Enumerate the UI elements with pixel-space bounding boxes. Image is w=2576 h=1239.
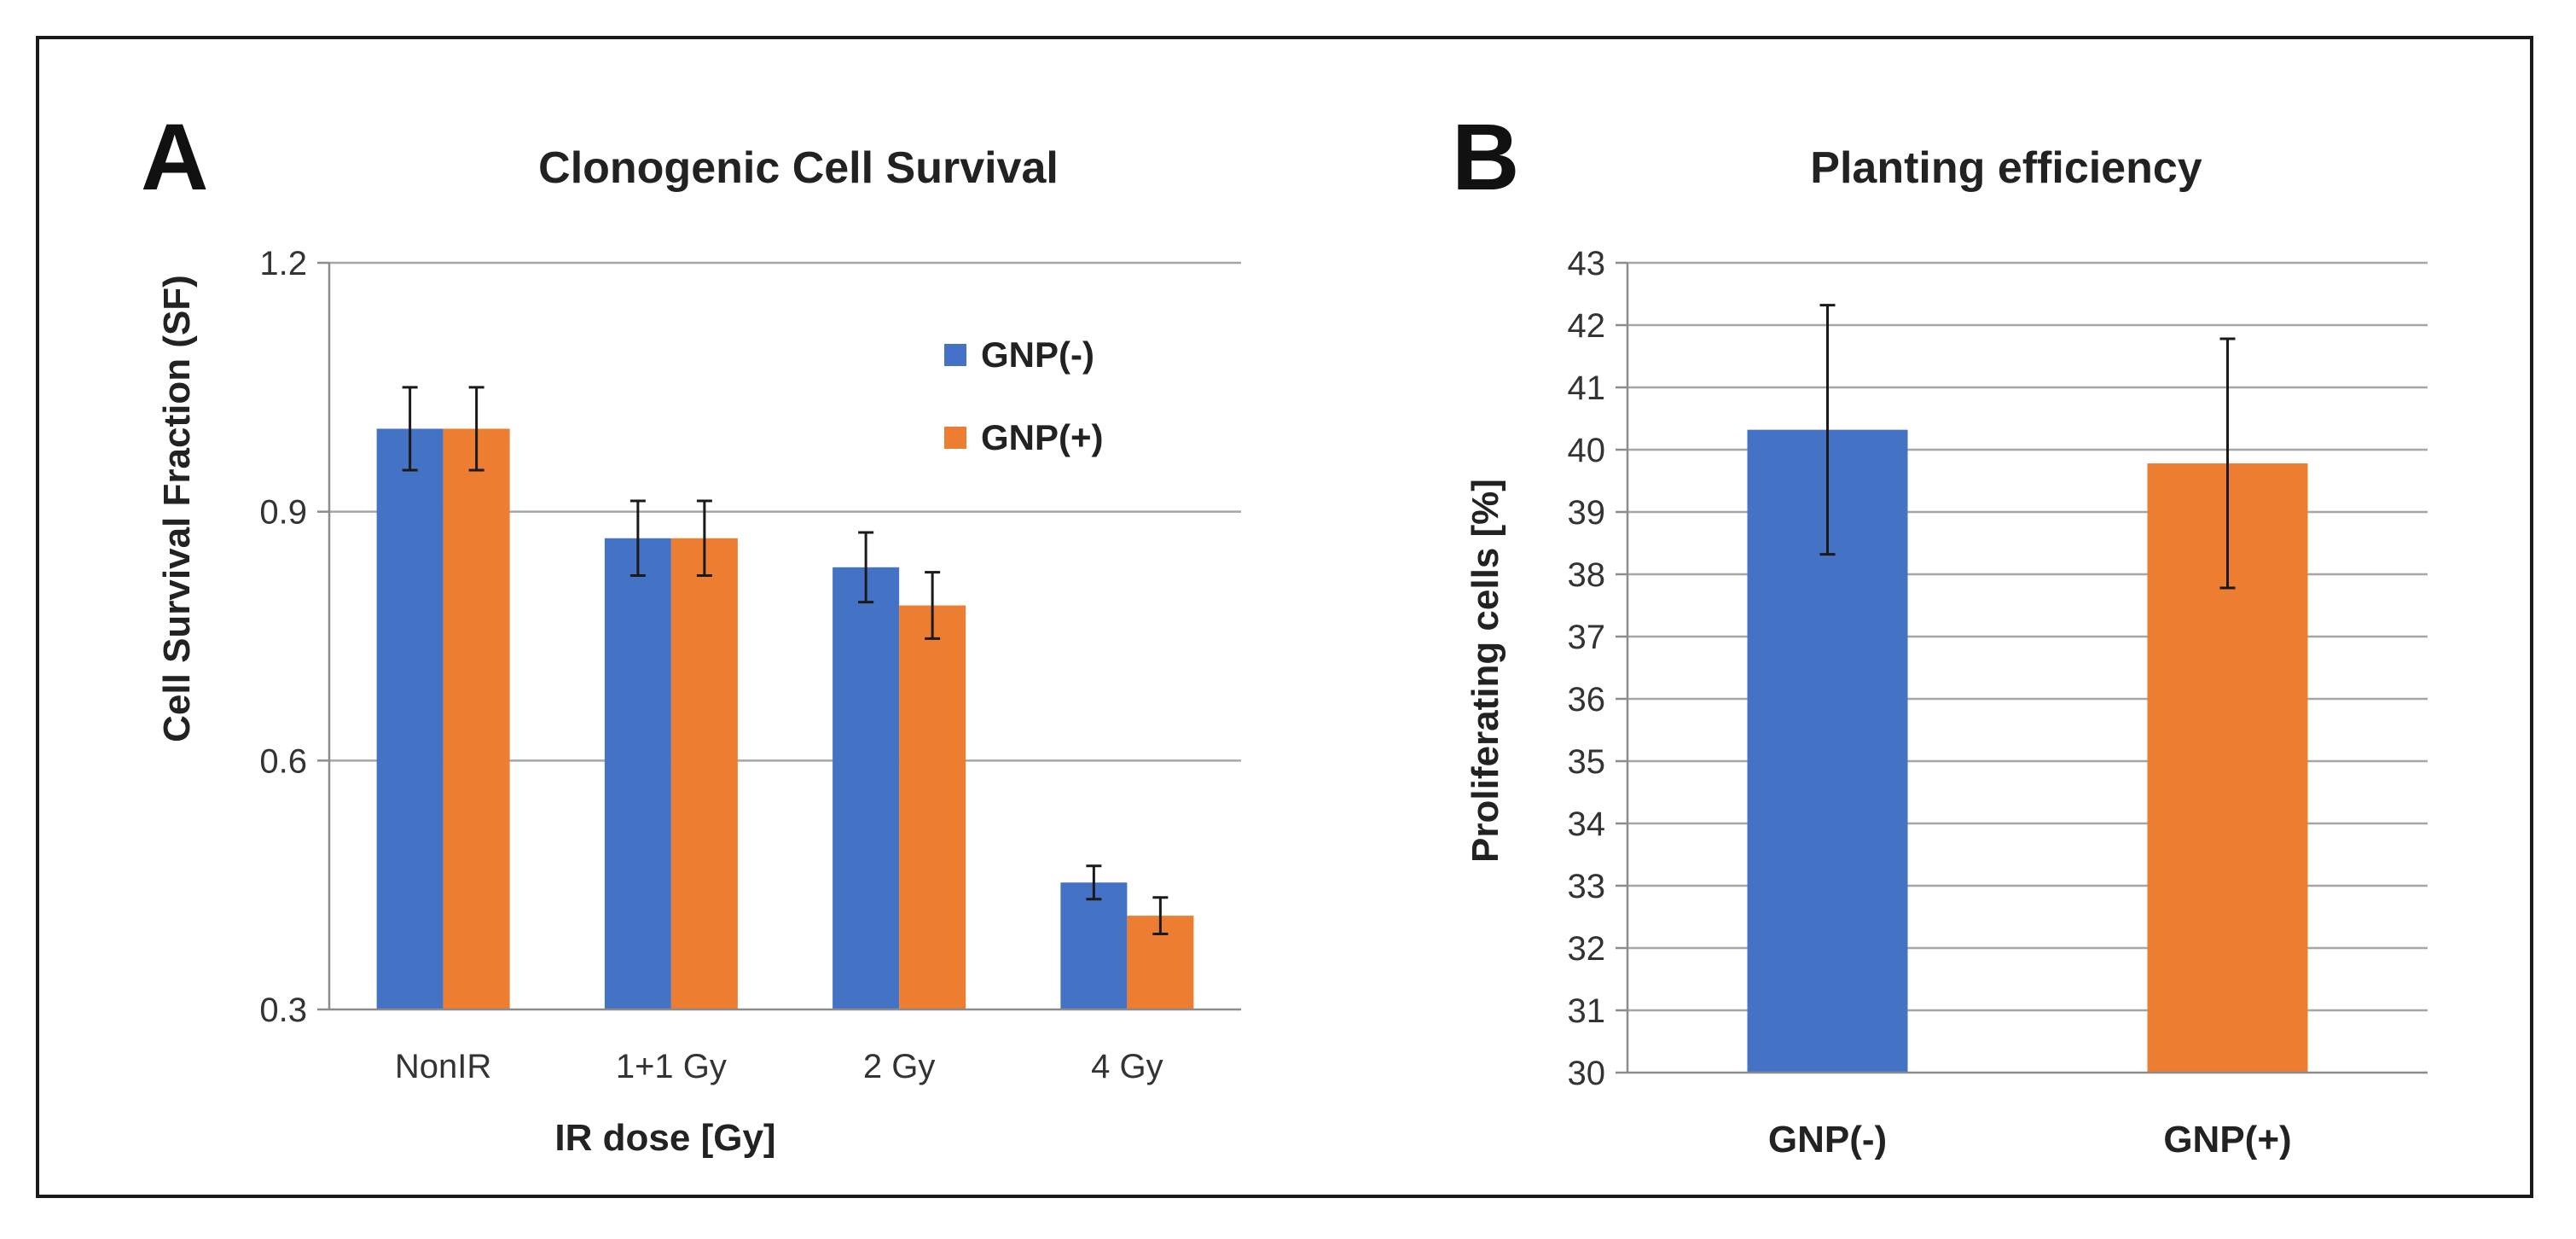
chart-a-y-tick-label: 1.2 — [259, 245, 307, 282]
chart-a-x-tick-label: NonIR — [395, 1048, 491, 1085]
legend-label-gnp-plus: GNP(+) — [981, 417, 1104, 457]
chart-b-y-tick-label: 40 — [1568, 432, 1606, 469]
chart-a-y-tick-label: 0.3 — [259, 992, 307, 1029]
error-bar-1plus1-gy-gnp-plus — [696, 499, 712, 578]
bar-2-gy-gnp-plus — [899, 605, 966, 1009]
chart-b-x-categories: GNP(-) GNP(+) — [1768, 1119, 2292, 1160]
chart-a-y-ticks: 0.3 0.6 0.9 1.2 — [259, 245, 329, 1029]
chart-b-y-tick-label: 36 — [1568, 681, 1606, 718]
chart-a-x-tick-label: 4 Gy — [1091, 1048, 1163, 1085]
legend-label-gnp-minus: GNP(-) — [981, 334, 1094, 375]
chart-a-title: Clonogenic Cell Survival — [538, 143, 1059, 193]
error-bar-gnp-plus — [2219, 337, 2236, 590]
chart-b-y-tick-label: 41 — [1568, 369, 1606, 407]
panel-b-letter: B — [1452, 105, 1519, 210]
legend-swatch-gnp-minus — [944, 344, 966, 366]
chart-b-y-tick-label: 35 — [1568, 743, 1606, 781]
chart-a-x-tick-label: 2 Gy — [863, 1048, 935, 1085]
chart-b-title: Planting efficiency — [1810, 143, 2202, 193]
chart-b-y-tick-label: 43 — [1568, 245, 1606, 282]
chart-b-y-tick-label: 32 — [1568, 930, 1606, 968]
chart-panel-b: B Planting efficiency 30 31 32 33 34 35 36 37 38… — [1452, 105, 2428, 1160]
chart-b-y-tick-label: 33 — [1568, 868, 1606, 905]
bar-nonir-gnp-plus — [443, 428, 510, 1009]
chart-b-y-tick-label: 38 — [1568, 556, 1606, 594]
chart-a-y-tick-label: 0.9 — [259, 494, 307, 532]
chart-b-error-bars — [1819, 304, 2236, 590]
chart-a-y-tick-label: 0.6 — [259, 742, 307, 780]
chart-a-y-axis-title: Cell Survival Fraction (SF) — [156, 275, 198, 742]
chart-b-y-tick-label: 31 — [1568, 992, 1606, 1030]
chart-a-x-tick-label: 1+1 Gy — [616, 1048, 727, 1085]
chart-b-y-tick-label: 42 — [1568, 307, 1606, 345]
chart-b-y-tick-label: 39 — [1568, 494, 1606, 532]
chart-a-error-bars — [402, 386, 1169, 936]
chart-a-x-categories: NonIR 1+1 Gy 2 Gy 4 Gy — [395, 1048, 1163, 1085]
bar-1plus1-gy-gnp-plus — [670, 538, 738, 1009]
bar-nonir-gnp-minus — [376, 428, 444, 1009]
error-bar-nonir-gnp-minus — [402, 386, 418, 472]
chart-panel-a: A Clonogenic Cell Survival 0.30.60.91.2 … — [141, 105, 1241, 1159]
chart-b-y-tick-label: 34 — [1568, 806, 1606, 843]
error-bar-gnp-minus — [1819, 304, 1836, 556]
chart-b-y-axis-title: Proliferating cells [%] — [1465, 479, 1506, 863]
chart-a-bars — [376, 428, 1194, 1009]
error-bar-4-gy-gnp-plus — [1152, 896, 1169, 936]
error-bar-2-gy-gnp-plus — [925, 571, 941, 640]
chart-b-x-tick-label: GNP(-) — [1768, 1119, 1887, 1160]
chart-b-y-tick-label: 37 — [1568, 619, 1606, 656]
panel-a-letter: A — [141, 105, 208, 210]
chart-a-x-axis-title: IR dose [Gy] — [554, 1117, 775, 1159]
legend-swatch-gnp-plus — [944, 427, 966, 449]
error-bar-1plus1-gy-gnp-minus — [629, 499, 646, 578]
chart-b-y-ticks: 30 31 32 33 34 35 36 37 38 39 40 41 42 43 — [1568, 245, 1627, 1092]
bar-4-gy-gnp-minus — [1060, 882, 1128, 1009]
error-bar-nonir-gnp-plus — [468, 386, 484, 472]
chart-b-y-tick-label: 30 — [1568, 1055, 1606, 1092]
bar-1plus1-gy-gnp-minus — [604, 538, 671, 1009]
chart-b-bars — [1747, 429, 2308, 1073]
chart-b-x-tick-label: GNP(+) — [2163, 1119, 2291, 1160]
error-bar-4-gy-gnp-minus — [1086, 864, 1102, 901]
chart-a-legend: GNP(-) GNP(+) — [944, 334, 1104, 457]
error-bar-2-gy-gnp-minus — [858, 531, 874, 604]
bar-2-gy-gnp-minus — [833, 567, 900, 1009]
